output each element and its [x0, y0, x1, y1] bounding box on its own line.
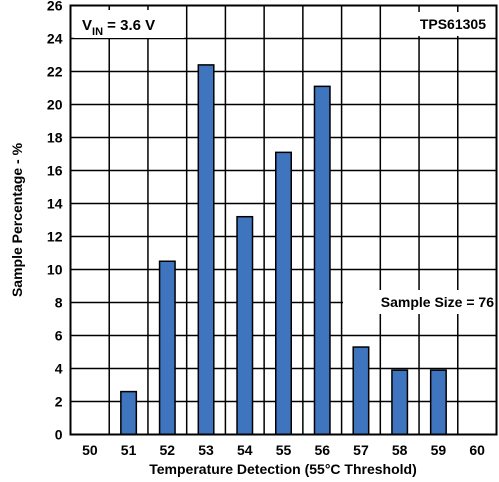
vin-label-suffix: = 3.6 V — [103, 17, 155, 34]
bar-52 — [158, 260, 176, 436]
x-tick-label: 52 — [160, 442, 176, 458]
sample-size-label: Sample Size = 76 — [381, 294, 494, 310]
y-tick-label: 16 — [47, 163, 63, 179]
x-tick-label: 57 — [353, 442, 369, 458]
y-tick-label: 4 — [55, 361, 63, 377]
y-tick-label: 20 — [47, 97, 63, 113]
x-tick-label: 53 — [198, 442, 214, 458]
y-tick-label: 10 — [47, 262, 63, 278]
y-tick-label: 18 — [47, 130, 63, 146]
y-tick-label: 6 — [55, 328, 63, 344]
x-tick-label: 54 — [237, 442, 253, 458]
x-tick-label: 50 — [82, 442, 98, 458]
bar-58 — [391, 369, 409, 436]
y-tick-label: 14 — [47, 196, 63, 212]
bar-59 — [429, 369, 447, 436]
x-tick-label: 59 — [431, 442, 447, 458]
y-tick-label: 2 — [55, 394, 63, 410]
bar-56 — [313, 85, 331, 436]
x-tick-label: 51 — [121, 442, 137, 458]
bar-55 — [275, 151, 292, 436]
x-tick-label: 55 — [276, 442, 292, 458]
bar-57 — [352, 346, 370, 436]
vin-label: VIN = 3.6 V — [82, 17, 155, 38]
x-axis-title: Temperature Detection (55°C Threshold) — [149, 461, 417, 477]
y-tick-label: 0 — [55, 427, 63, 443]
part-number-label: TPS61305 — [420, 16, 486, 32]
x-tick-label: 60 — [469, 442, 485, 458]
plot-frame — [69, 4, 498, 436]
vin-label-prefix: V — [82, 17, 92, 34]
bar-54 — [236, 215, 254, 436]
y-tick-label: 22 — [47, 64, 63, 80]
y-tick-label: 12 — [47, 229, 63, 245]
y-tick-label: 26 — [47, 0, 63, 14]
bar-53 — [197, 64, 215, 436]
grid-lines — [70, 5, 497, 435]
bar-51 — [120, 390, 138, 436]
bars — [120, 64, 447, 436]
vin-label-subscript: IN — [92, 26, 103, 38]
x-tick-label: 56 — [314, 442, 330, 458]
part-number-background — [395, 12, 487, 36]
y-axis-title: Sample Percentage - % — [9, 142, 25, 297]
y-tick-label: 8 — [55, 295, 63, 311]
vin-label-background — [74, 10, 184, 38]
x-tick-labels: 50 51 52 53 54 55 56 57 58 59 60 — [82, 442, 485, 458]
x-tick-label: 58 — [392, 442, 408, 458]
y-tick-label: 24 — [47, 31, 63, 47]
sample-size-background — [343, 290, 496, 314]
